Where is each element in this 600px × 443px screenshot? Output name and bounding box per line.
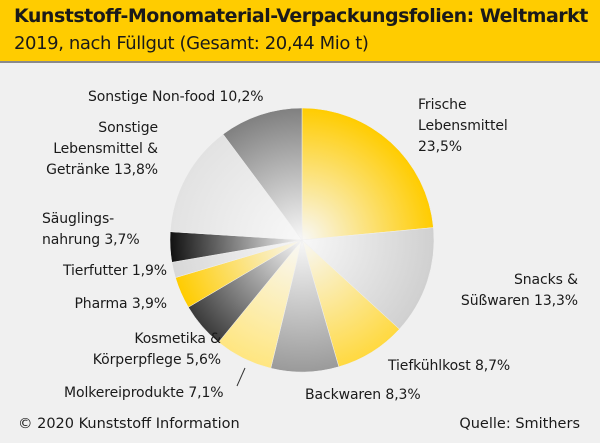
label-line: Molkereiprodukte 7,1%	[64, 385, 224, 401]
label-line: Sonstige Non-food 10,2%	[88, 89, 264, 105]
label-line: Snacks &	[513, 272, 578, 288]
label-sonstige-lebensmittel: Sonstige Lebensmittel & Getränke 13,8%	[46, 118, 158, 181]
pie-slice-10	[222, 107, 303, 241]
label-line: nahrung 3,7%	[42, 232, 140, 248]
label-pharma: Pharma 3,9%	[74, 294, 167, 315]
label-backwaren: Backwaren 8,3%	[305, 385, 421, 406]
pie-slice-0	[301, 107, 434, 241]
label-line: Lebensmittel &	[53, 141, 158, 157]
label-line: Säuglings-	[42, 211, 115, 227]
label-tierfutter: Tierfutter 1,9%	[63, 261, 167, 282]
pie-slice-1	[301, 227, 435, 330]
label-line: Tierfutter 1,9%	[62, 263, 167, 279]
label-sonstige-non-food: Sonstige Non-food 10,2%	[88, 87, 264, 108]
label-snacks-suesswaren: Snacks & Süßwaren 13,3%	[461, 270, 578, 312]
chart-title: Kunststoff-Monomaterial-Verpackungsfolie…	[14, 5, 588, 27]
label-tiefkuehlkost: Tiefkühlkost 8,7%	[388, 356, 510, 377]
label-kosmetika: Kosmetika & Körperpflege 5,6%	[93, 329, 221, 371]
label-line: 23,5%	[418, 139, 462, 155]
chart-subtitle: 2019, nach Füllgut (Gesamt: 20,44 Mio t)	[14, 33, 369, 54]
pie-slice-9	[169, 133, 303, 241]
label-line: Getränke 13,8%	[46, 162, 158, 178]
label-line: Süßwaren 13,3%	[460, 293, 578, 309]
label-line: Backwaren 8,3%	[305, 387, 421, 403]
header-band: Kunststoff-Monomaterial-Verpackungsfolie…	[0, 0, 600, 63]
label-saeuglingsnahrung: Säuglings- nahrung 3,7%	[42, 209, 140, 251]
label-molkereiprodukte: Molkereiprodukte 7,1%	[64, 383, 224, 404]
copyright: © 2020 Kunststoff Information	[18, 416, 240, 432]
label-line: Körperpflege 5,6%	[92, 352, 221, 368]
label-line: Kosmetika &	[134, 331, 221, 347]
label-line: Pharma 3,9%	[74, 296, 167, 312]
label-line: Frische	[418, 97, 467, 113]
label-frische-lebensmittel: Frische Lebensmittel 23,5%	[418, 95, 508, 158]
label-line: Tiefkühlkost 8,7%	[388, 358, 511, 374]
label-line: Sonstige	[98, 120, 158, 136]
leader-line-molkereiprodukte	[236, 367, 246, 387]
label-line: Lebensmittel	[418, 118, 508, 134]
source: Quelle: Smithers	[459, 416, 580, 432]
